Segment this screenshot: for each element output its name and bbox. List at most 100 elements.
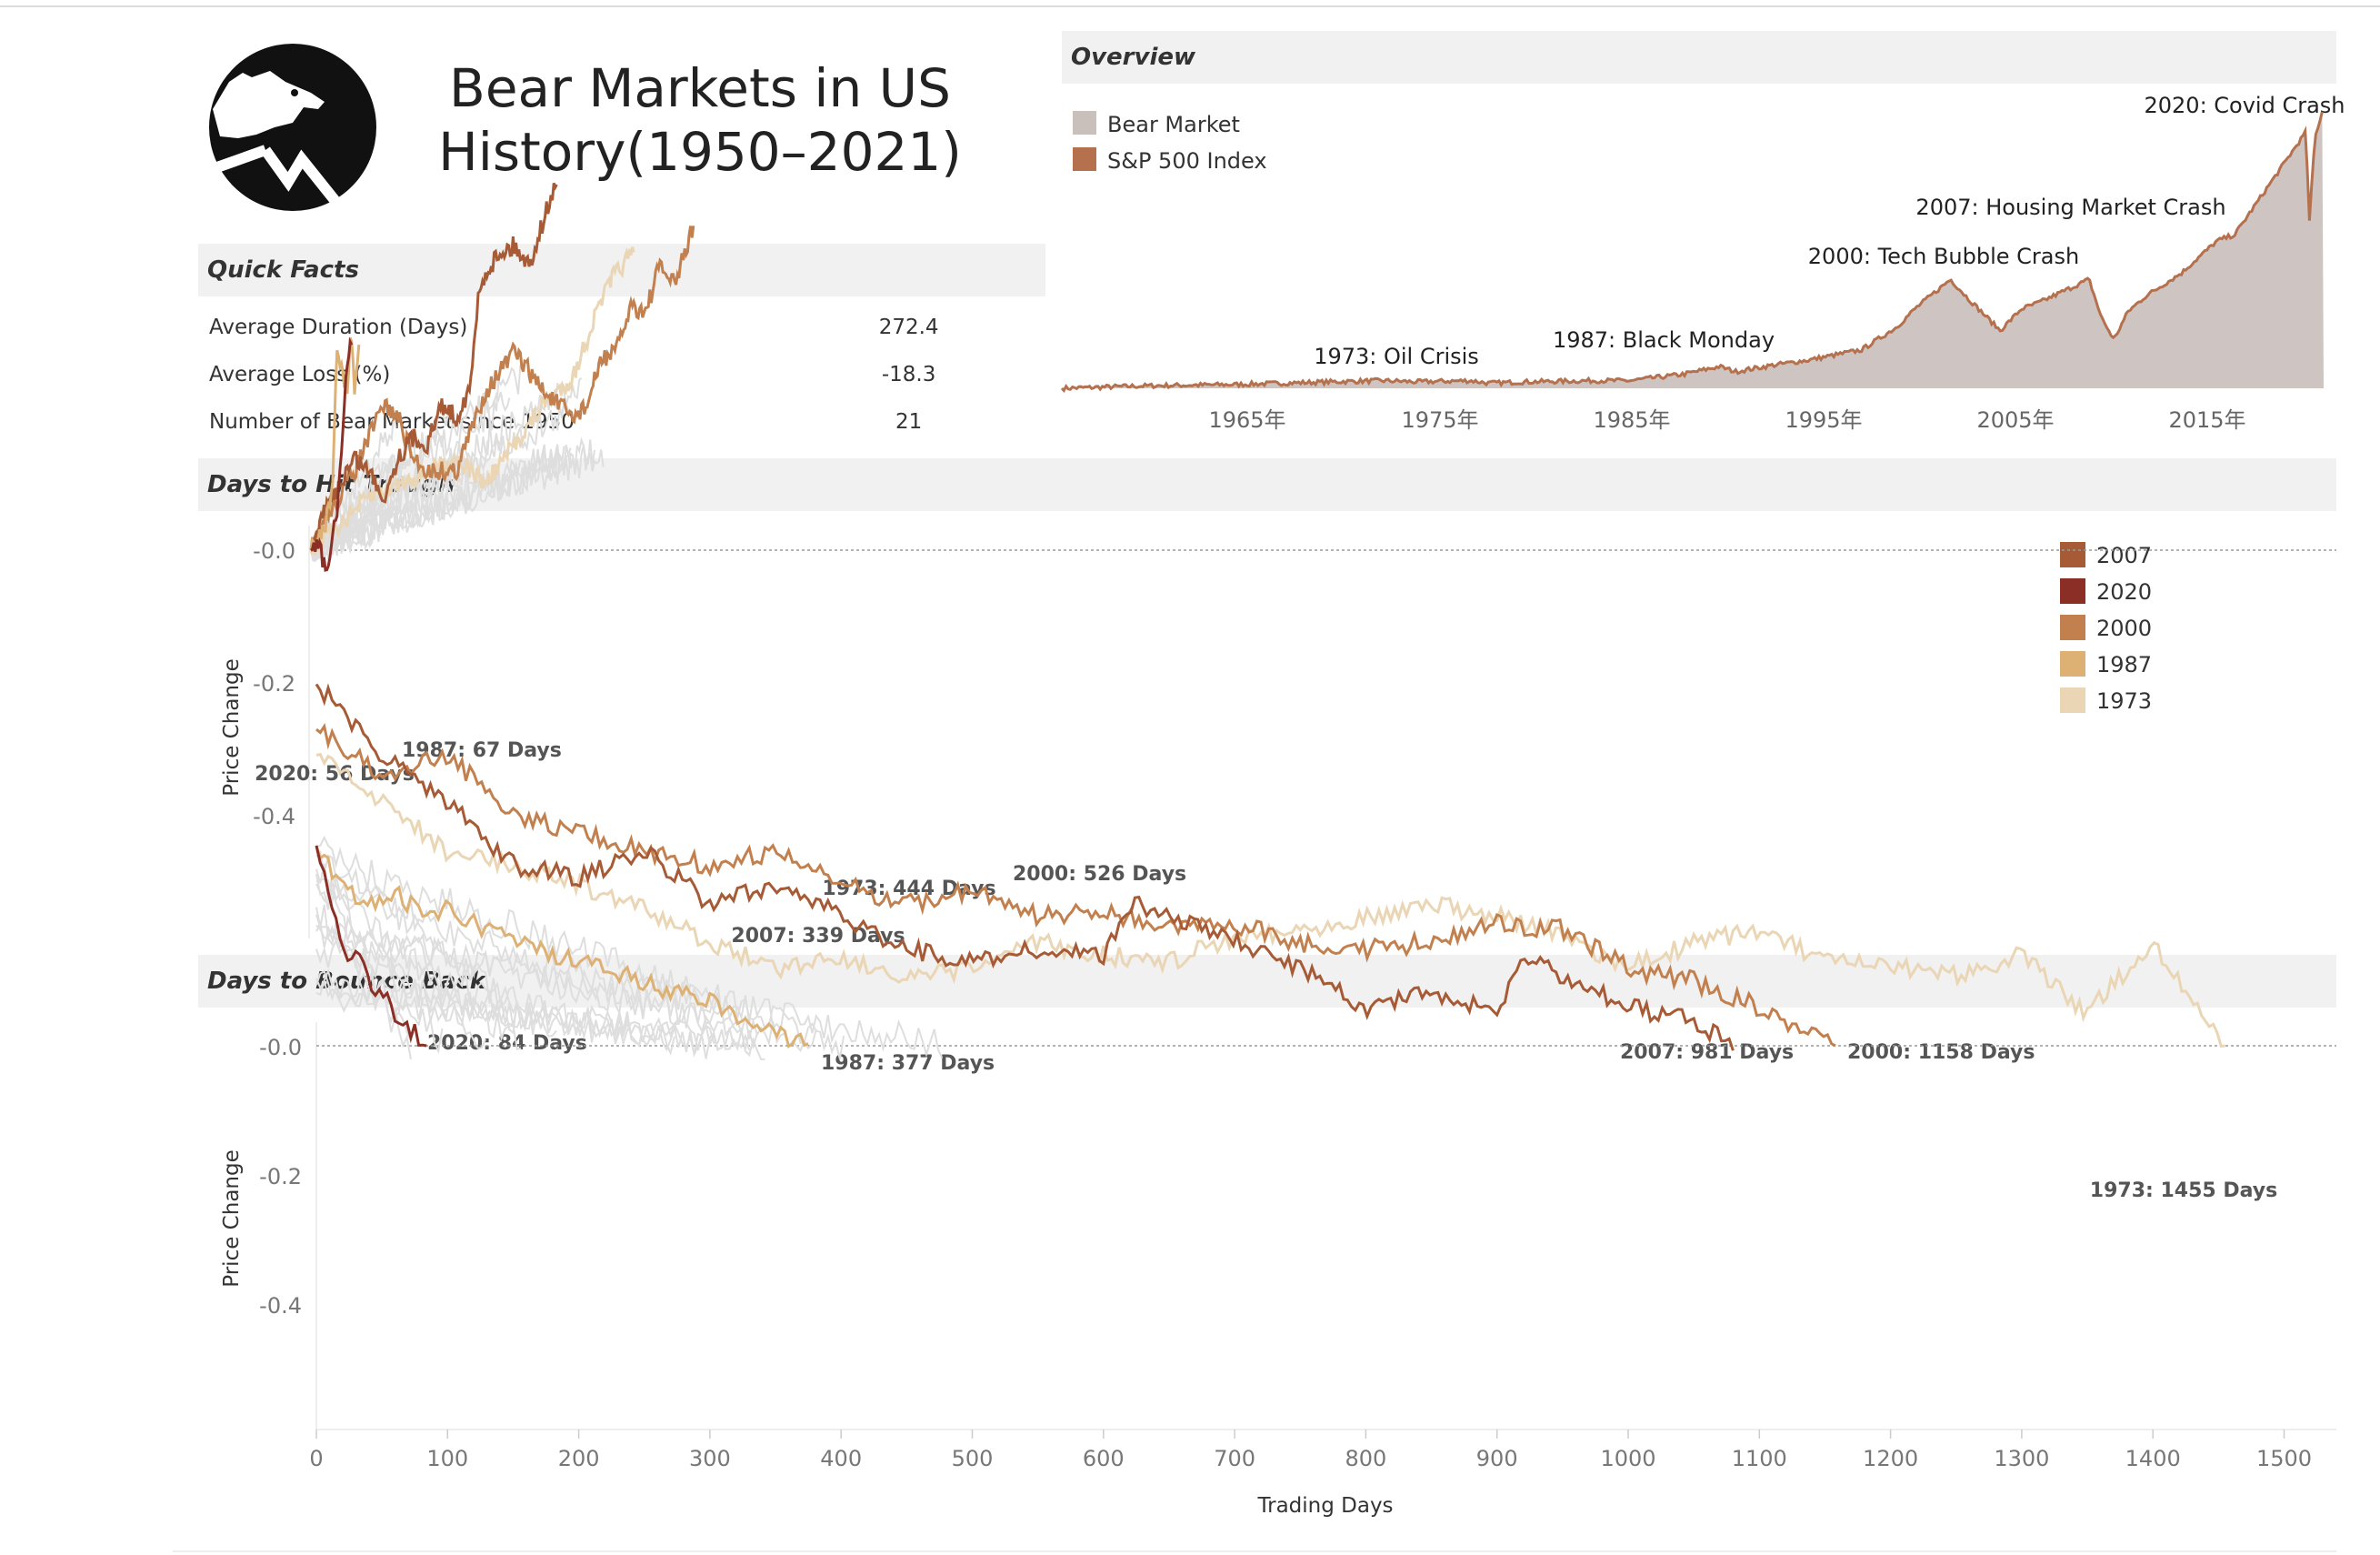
bounce-other-series	[315, 880, 522, 1051]
bounce-x-tick: 1100	[1732, 1446, 1787, 1471]
overview-chart: Bear Market S&P 500 Index 1965年 1975年 19…	[1060, 93, 2345, 433]
trough-series-2000	[309, 226, 695, 551]
bounce-other-series	[315, 850, 845, 1059]
bounce-x-tick: 500	[952, 1446, 994, 1471]
trough-legend: 2007 2020 2000 1987 1973	[2060, 542, 2152, 714]
fact-row-duration: Average Duration (Days) 272.4	[198, 304, 1044, 351]
trough-series-1973	[309, 246, 635, 556]
legend-swatch-2000	[2060, 615, 2085, 640]
trough-other-series	[310, 413, 397, 557]
quick-facts-table: Average Duration (Days) 272.4 Average Lo…	[198, 304, 1044, 446]
bounce-series-1987	[315, 845, 809, 1048]
bounce-chart: -0.0 -0.2 -0.4 Price Change Trading Days…	[220, 683, 2336, 1518]
bounce-x-label: Trading Days	[1256, 1494, 1393, 1518]
annotation-2000: 2000: Tech Bubble Crash	[1808, 244, 2079, 269]
overview-x-tick: 2015年	[2168, 407, 2245, 433]
bounce-x-tick: 1300	[1994, 1446, 2049, 1471]
bounce-label-2020: 2020: 84 Days	[427, 1032, 587, 1055]
bounce-y-tick: -0.0	[259, 1035, 302, 1060]
fact-value: 21	[895, 410, 923, 434]
bounce-other-series	[315, 919, 944, 1058]
overview-x-tick: 1995年	[1785, 407, 1862, 433]
trough-y-label: Price Change	[220, 658, 244, 796]
annotation-2020: 2020: Covid Crash	[2144, 93, 2345, 118]
bounce-x-tick: 1200	[1863, 1446, 1918, 1471]
bounce-x-tick: 1400	[2125, 1446, 2181, 1471]
overview-x-tick: 2005年	[1976, 407, 2054, 433]
trough-series-2020	[310, 336, 354, 572]
trough-other-series	[310, 377, 583, 561]
bounce-x-tick: 1500	[2256, 1446, 2312, 1471]
annotation-1987: 1987: Black Monday	[1553, 327, 1775, 353]
legend-label-bear-market: Bear Market	[1107, 112, 1240, 137]
bounce-x-tick: 400	[820, 1446, 862, 1471]
bounce-y-tick: -0.4	[259, 1293, 302, 1319]
bounce-y-label: Price Change	[220, 1149, 244, 1287]
legend-swatch-2020	[2060, 578, 2085, 604]
bounce-x-tick: 300	[689, 1446, 731, 1471]
fact-value: -18.3	[881, 363, 936, 386]
overview-sp500-line	[1060, 111, 2324, 393]
bounce-x-tick: 600	[1083, 1446, 1125, 1471]
annotation-2007: 2007: Housing Market Crash	[1915, 195, 2225, 220]
bounce-series-2000	[315, 722, 1836, 1048]
bounce-x-tick: 0	[309, 1446, 323, 1471]
bounce-series-2020	[315, 845, 427, 1048]
trough-other-series	[310, 436, 595, 563]
legend-swatch-2007	[2060, 542, 2085, 567]
overview-area	[1062, 111, 2324, 391]
legend-label-1973: 1973	[2096, 688, 2152, 714]
overview-x-tick: 1975年	[1401, 407, 1478, 433]
bounce-other-series	[315, 914, 817, 1053]
legend-swatch-bear-market	[1073, 111, 1096, 135]
trough-y-tick: -0.2	[253, 671, 295, 697]
bounce-x-tick: 100	[426, 1446, 468, 1471]
legend-swatch-1987	[2060, 651, 2085, 677]
bounce-label-1973: 1973: 1455 Days	[2090, 1179, 2277, 1202]
trough-y-tick: -0.4	[253, 804, 295, 829]
bounce-other-series	[315, 968, 719, 1059]
trough-label-1987: 1987: 67 Days	[402, 739, 562, 762]
annotation-1973: 1973: Oil Crisis	[1314, 344, 1479, 369]
trough-label-2000: 2000: 526 Days	[1013, 863, 1186, 886]
fact-row-loss: Average Loss (%) -18.3	[198, 351, 1044, 398]
bounce-label-1987: 1987: 377 Days	[821, 1052, 995, 1075]
legend-label-2020: 2020	[2096, 579, 2152, 605]
legend-label-sp500: S&P 500 Index	[1107, 148, 1267, 174]
trough-chart: -0.0 -0.2 -0.4 Price Change 2007 2020 20…	[220, 182, 2336, 948]
bounce-other-series	[315, 863, 444, 1055]
bounce-series-1973	[315, 752, 2225, 1048]
page-title: Bear Markets in US History(1950–2021)	[438, 57, 962, 183]
legend-label-2007: 2007	[2096, 543, 2152, 568]
overview-x-tick: 1965年	[1208, 407, 1285, 433]
overview-x-tick: 1985年	[1593, 407, 1670, 433]
bounce-x-tick: 700	[1214, 1446, 1255, 1471]
bounce-x-ticks: 0 100 200 300 400 500 600 700 800 900 1000 1100 1200…	[309, 1430, 2312, 1471]
fact-label: Average Duration (Days)	[209, 316, 468, 339]
overview-header: Overview	[1062, 31, 2336, 84]
bounce-other-series	[315, 873, 412, 1059]
legend-label-1987: 1987	[2096, 652, 2152, 677]
trough-y-tick: -0.0	[253, 538, 295, 564]
bounce-x-tick: 800	[1345, 1446, 1386, 1471]
bounce-x-tick: 900	[1476, 1446, 1518, 1471]
top-divider	[0, 5, 2380, 7]
bounce-y-tick: -0.2	[259, 1164, 302, 1189]
bounce-other-series	[315, 904, 487, 1049]
bounce-x-tick: 1000	[1600, 1446, 1655, 1471]
legend-label-2000: 2000	[2096, 616, 2152, 641]
bounce-series-2007	[315, 683, 1735, 1051]
bear-market-logo-icon	[202, 44, 376, 211]
bounce-label-2007: 2007: 981 Days	[1620, 1041, 1794, 1064]
bounce-label-2000: 2000: 1158 Days	[1847, 1041, 2035, 1064]
trough-series-2007	[310, 182, 558, 552]
legend-swatch-1973	[2060, 687, 2085, 713]
trough-series-1987	[309, 336, 361, 551]
fact-label: Average Loss (%)	[209, 363, 391, 386]
bottom-divider	[173, 1550, 2336, 1552]
fact-value: 272.4	[878, 316, 939, 339]
bounce-x-tick: 200	[558, 1446, 600, 1471]
legend-swatch-sp500	[1073, 147, 1096, 171]
trough-label-2020: 2020: 56 Days	[255, 763, 415, 786]
